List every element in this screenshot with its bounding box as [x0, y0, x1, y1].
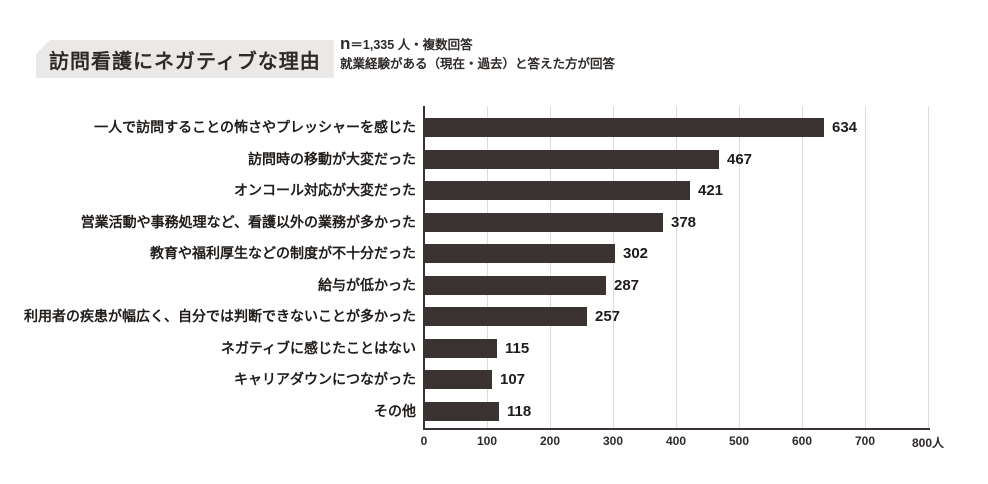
- value-label: 257: [595, 308, 621, 325]
- bar: [425, 181, 690, 201]
- x-tick-label: 600: [791, 434, 813, 448]
- x-tick-label: 100: [476, 434, 498, 448]
- value-label: 107: [500, 371, 526, 388]
- chart-title: 訪問看護にネガティブな理由: [49, 50, 321, 73]
- category-label: その他: [374, 402, 416, 419]
- category-label: キャリアダウンにつながった: [234, 371, 416, 387]
- x-tick-label: 0: [420, 434, 428, 448]
- value-label: 302: [623, 245, 649, 262]
- bar: [425, 338, 497, 358]
- bar-row: 訪問時の移動が大変だった 467: [0, 144, 988, 176]
- bar-row: キャリアダウンにつながった 107: [0, 364, 988, 396]
- bar-row: 利用者の疾患が幅広く、自分では判断できないことが多かった 257: [0, 301, 988, 333]
- gridline: [613, 106, 614, 428]
- value-label: 118: [507, 402, 532, 420]
- category-label: 利用者の疾患が幅広く、自分では判断できないことが多かった: [24, 308, 416, 324]
- value-label: 467: [727, 150, 753, 168]
- n-symbol: n: [340, 34, 351, 53]
- bar: [425, 307, 587, 327]
- y-axis-line: [423, 106, 425, 430]
- bar: [425, 244, 615, 264]
- bar: [425, 275, 606, 295]
- gridline: [802, 106, 803, 428]
- chart-title-box: 訪問看護にネガティブな理由: [36, 40, 334, 78]
- bar-row: 営業活動や事務処理など、看護以外の業務が多かった 378: [0, 207, 988, 239]
- category-label: 教育や福利厚生などの制度が不十分だった: [150, 245, 416, 261]
- value-label: 634: [832, 119, 858, 136]
- value-label: 287: [614, 276, 640, 294]
- category-label: オンコール対応が大変だった: [234, 182, 416, 198]
- gridline: [928, 106, 929, 428]
- bar: [425, 401, 499, 421]
- sample-size-text: ＝1,335 人・複数回答: [350, 38, 473, 52]
- x-tick-label: 400: [665, 434, 687, 448]
- bar-row: ネガティブに感じたことはない 115: [0, 333, 988, 365]
- gridline: [676, 106, 677, 428]
- bar: [425, 212, 663, 232]
- x-tick-label: 500: [728, 434, 750, 448]
- category-label: 給与が低かった: [318, 276, 416, 293]
- x-tick-label: 700: [854, 434, 876, 448]
- x-tick-label: 300: [602, 434, 624, 448]
- bar: [425, 149, 719, 169]
- bar-row: その他 118: [0, 396, 988, 428]
- sample-note: n＝1,335 人・複数回答 就業経験がある（現在・過去）と答えた方が回答: [340, 34, 615, 74]
- sample-note-line2: 就業経験がある（現在・過去）と答えた方が回答: [340, 57, 616, 71]
- category-label: 一人で訪問することの怖さやプレッシャーを感じた: [94, 119, 416, 135]
- gridline: [739, 106, 740, 428]
- gridline: [550, 106, 551, 428]
- gridline: [487, 106, 488, 428]
- category-label: ネガティブに感じたことはない: [220, 339, 416, 356]
- bar: [425, 370, 492, 390]
- value-label: 378: [671, 213, 697, 231]
- x-axis-line: [423, 428, 930, 430]
- bar-row: 給与が低かった 287: [0, 270, 988, 302]
- x-tick-label: 800人: [911, 436, 945, 450]
- value-label: 115: [505, 339, 530, 357]
- x-tick-label: 200: [539, 434, 561, 448]
- gridline: [865, 106, 866, 428]
- bar-row: オンコール対応が大変だった 421: [0, 175, 988, 207]
- category-label: 営業活動や事務処理など、看護以外の業務が多かった: [80, 213, 416, 230]
- sample-note-line1: n＝1,335 人・複数回答: [340, 34, 615, 55]
- bar-row: 教育や福利厚生などの制度が不十分だった 302: [0, 238, 988, 270]
- bar: [425, 118, 824, 138]
- category-label: 訪問時の移動が大変だった: [248, 150, 416, 167]
- value-label: 421: [698, 182, 724, 199]
- bar-row: 一人で訪問することの怖さやプレッシャーを感じた 634: [0, 112, 988, 144]
